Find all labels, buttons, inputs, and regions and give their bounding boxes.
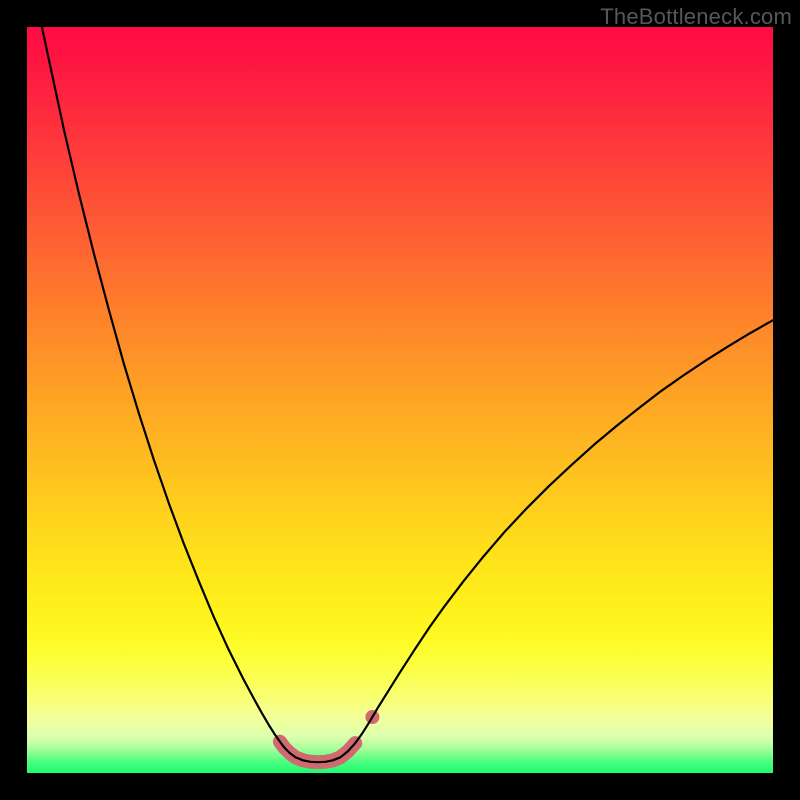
plot-background — [27, 27, 773, 773]
chart-container: TheBottleneck.com — [0, 0, 800, 800]
bottleneck-chart — [0, 0, 800, 800]
